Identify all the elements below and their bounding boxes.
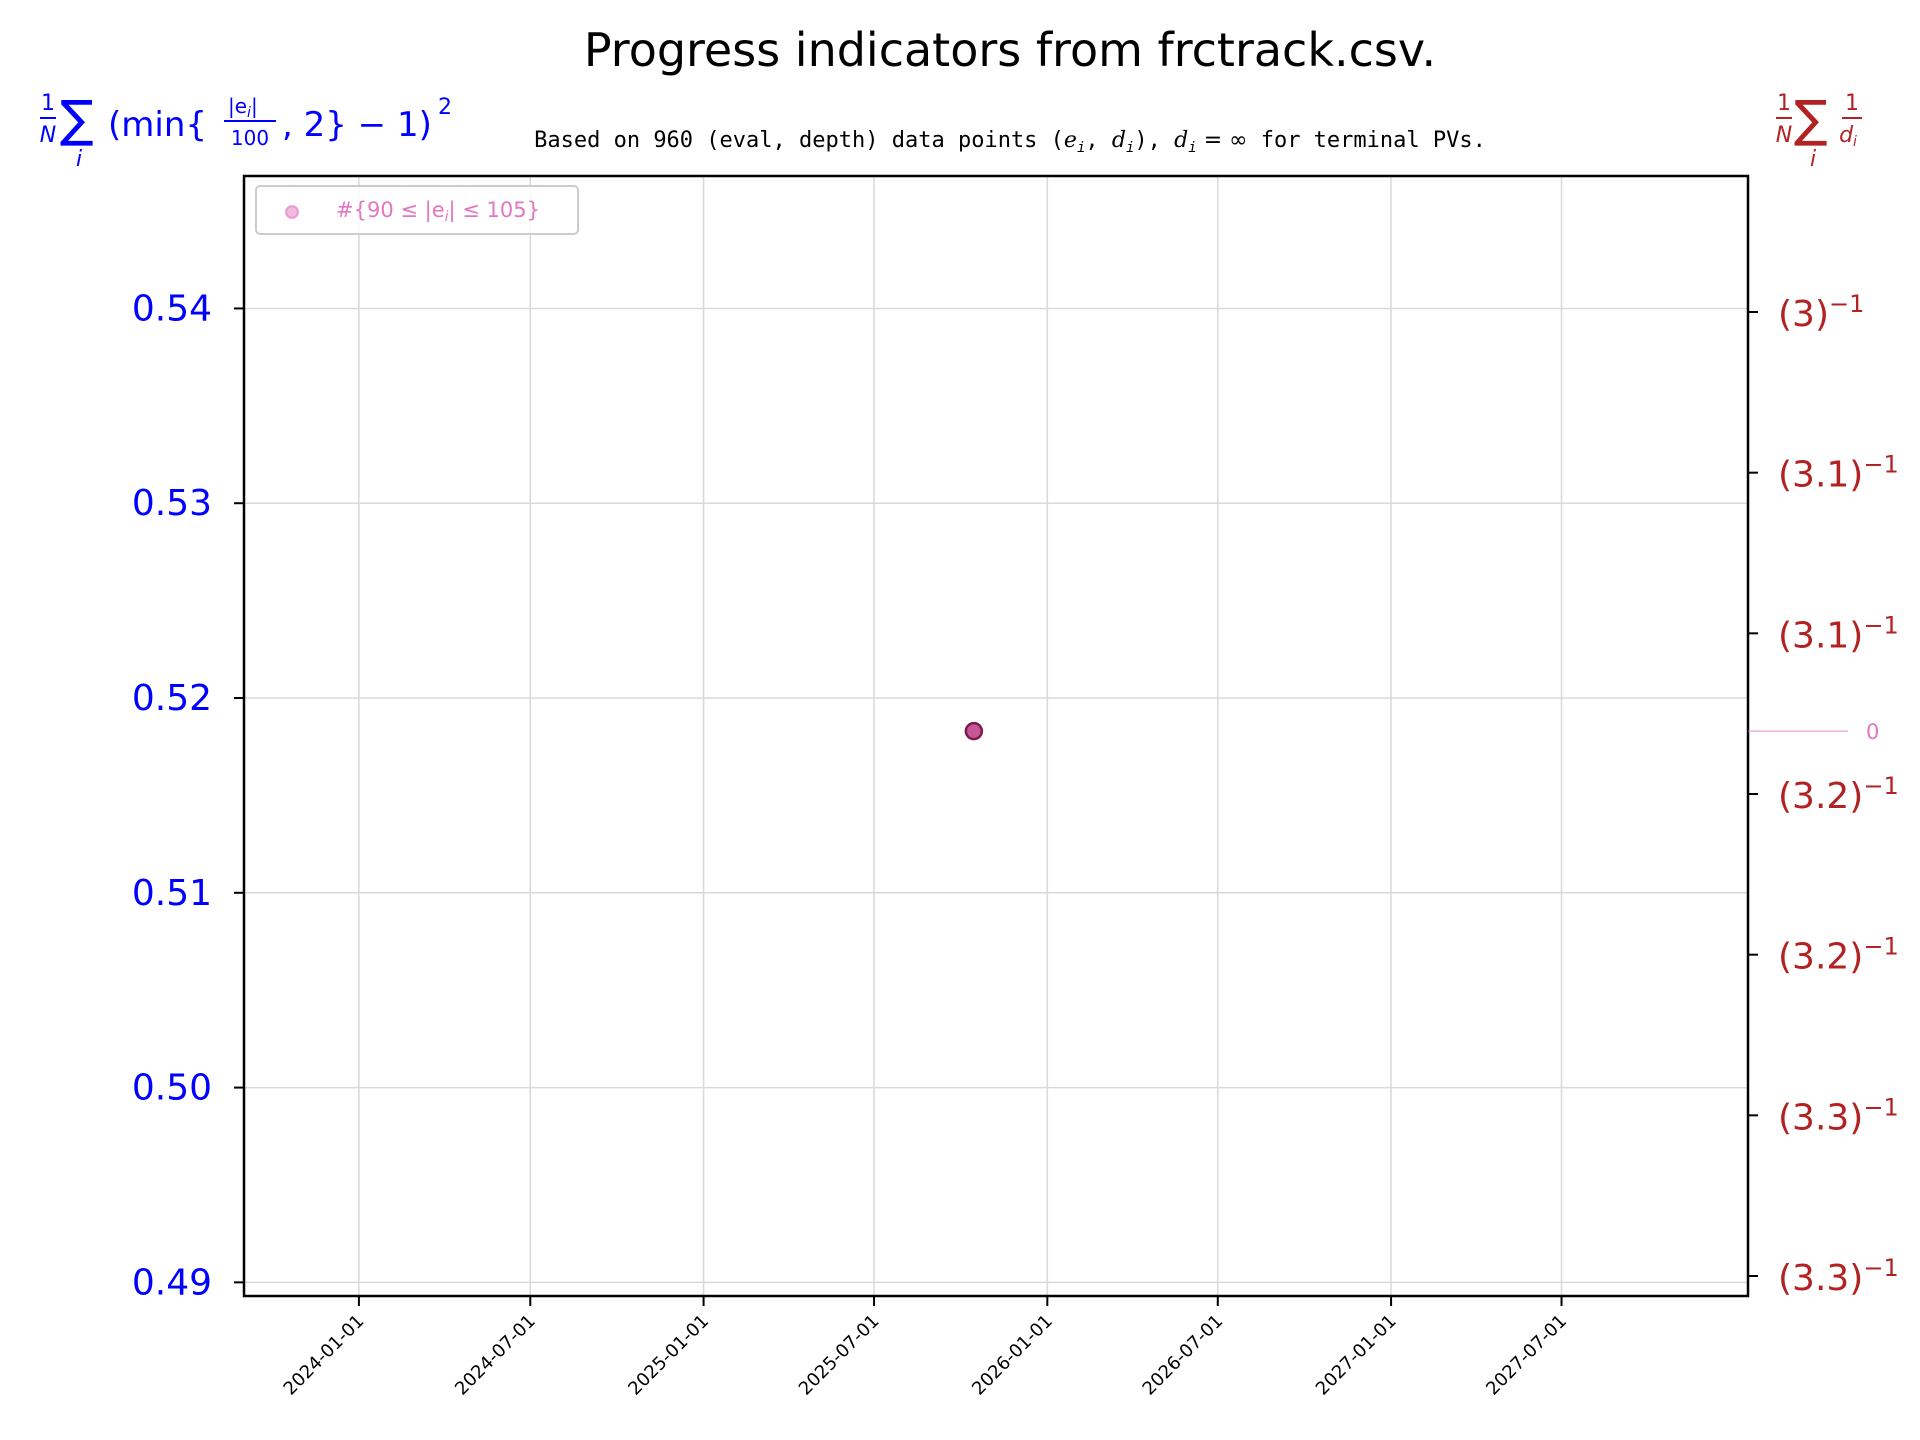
x-tick-label: 2027-01-01 [1312, 1311, 1401, 1400]
x-axis: 2024-01-01 2024-07-01 2025-01-01 2025-07-01… [280, 1296, 1571, 1400]
legend-marker [285, 205, 299, 219]
x-tick-label: 2024-01-01 [280, 1311, 369, 1400]
secondary-axis-marker: 0 [1748, 720, 1879, 744]
svg-text:di: di [1839, 123, 1857, 150]
y-right-tick-label: (3.3)−1 [1778, 1254, 1899, 1299]
y-left-tick-label: 0.49 [132, 1262, 212, 1303]
y-right-tick-label: (3)−1 [1778, 290, 1864, 335]
svg-text:100: 100 [231, 126, 269, 150]
x-tick-label: 2027-07-01 [1482, 1311, 1571, 1400]
y-left-tick-label: 0.51 [132, 873, 212, 914]
y-axis-right: (3)−1 (3.1)−1 (3.1)−1 (3.2)−1 (3.2)−1 (3.3)−1… [1748, 290, 1899, 1299]
legend: #{90 ≤ |ei| ≤ 105} [255, 185, 579, 235]
plot-frame [242, 174, 1750, 1298]
data-point [964, 721, 984, 741]
chart-subtitle: Based on 960 (eval, depth) data points (… [534, 128, 1486, 156]
y-left-tick-label: 0.54 [132, 288, 212, 329]
y-left-tick-label: 0.50 [132, 1068, 212, 1109]
x-tick-label: 2024-07-01 [451, 1311, 540, 1400]
svg-text:(min{: (min{ [108, 105, 207, 145]
svg-text:∑: ∑ [1794, 90, 1828, 148]
y-axis-left: 0.49 0.50 0.51 0.52 0.53 0.54 [132, 288, 244, 1303]
svg-text:i: i [1810, 147, 1816, 172]
svg-text:i: i [76, 147, 82, 172]
svg-text:1: 1 [41, 91, 55, 116]
legend-box [255, 185, 579, 235]
svg-text:1: 1 [1777, 91, 1791, 116]
x-tick-label: 2025-01-01 [624, 1311, 713, 1400]
y-left-tick-label: 0.53 [132, 483, 212, 524]
secondary-marker-label: 0 [1866, 720, 1879, 744]
y-right-tick-label: (3.3)−1 [1778, 1093, 1899, 1138]
chart-title: Progress indicators from frctrack.csv. [584, 23, 1436, 77]
x-tick-label: 2026-07-01 [1139, 1311, 1228, 1400]
svg-text:, 2} − 1): , 2} − 1) [282, 105, 432, 145]
y-right-tick-label: (3.2)−1 [1778, 933, 1899, 978]
svg-text:2: 2 [438, 95, 452, 120]
y-right-tick-label: (3.2)−1 [1778, 772, 1899, 817]
svg-text:∑: ∑ [60, 90, 94, 148]
svg-text:|ei|: |ei| [228, 94, 258, 121]
svg-text:N: N [40, 123, 56, 148]
grid-lines [244, 176, 1748, 1296]
legend-label: #{90 ≤ |ei| ≤ 105} [336, 198, 540, 225]
svg-text:N: N [1776, 123, 1792, 148]
y-right-tick-label: (3.1)−1 [1778, 451, 1899, 496]
left-axis-label: 1 N ∑ i (min{ |ei| 100 , 2} − 1) 2 [40, 90, 452, 172]
x-tick-label: 2026-01-01 [968, 1311, 1057, 1400]
data-points [964, 721, 984, 741]
right-axis-label: 1 N ∑ i 1 di [1776, 90, 1862, 172]
y-right-tick-label: (3.1)−1 [1778, 611, 1899, 656]
y-left-tick-label: 0.52 [132, 678, 212, 719]
svg-text:1: 1 [1845, 91, 1859, 116]
x-tick-label: 2025-07-01 [795, 1311, 884, 1400]
